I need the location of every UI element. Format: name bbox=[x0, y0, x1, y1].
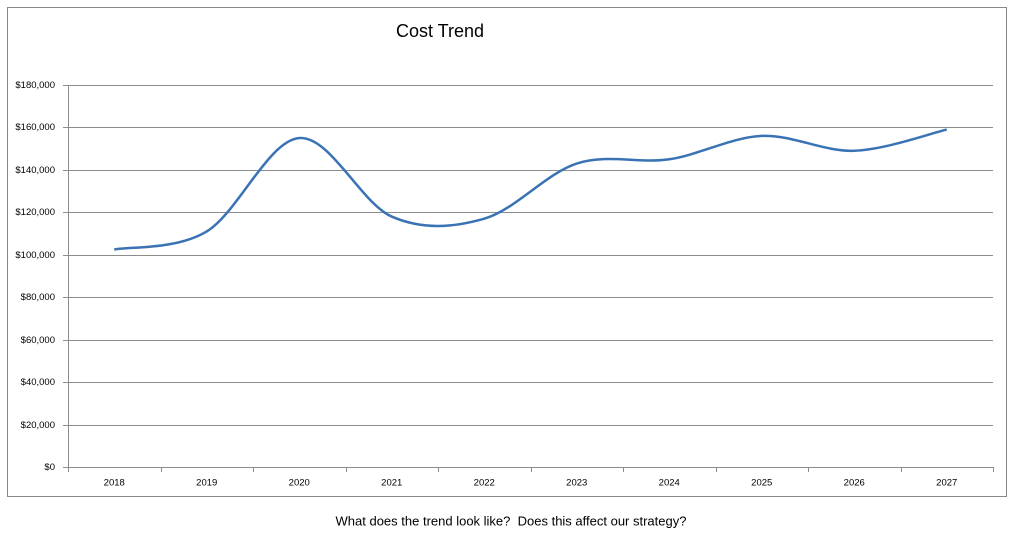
x-tick-label: 2025 bbox=[751, 478, 772, 489]
x-tick-label: 2019 bbox=[196, 478, 217, 489]
x-tick-label: 2026 bbox=[844, 478, 865, 489]
line-series bbox=[114, 128, 948, 251]
x-tick-label: 2023 bbox=[566, 478, 587, 489]
caption: What does the trend look like? Does this… bbox=[336, 513, 687, 528]
chart-border bbox=[7, 7, 1007, 497]
y-tick-label: $0 bbox=[44, 462, 55, 473]
y-tick-label: $160,000 bbox=[15, 122, 55, 133]
y-tick-label: $120,000 bbox=[15, 207, 55, 218]
x-tick-label: 2021 bbox=[381, 478, 402, 489]
x-tick-label: 2024 bbox=[659, 478, 680, 489]
y-tick-label: $40,000 bbox=[21, 377, 55, 388]
y-tick-label: $20,000 bbox=[21, 420, 55, 431]
y-tick-label: $80,000 bbox=[21, 292, 55, 303]
x-tick-label: 2027 bbox=[936, 478, 957, 489]
x-tick-label: 2022 bbox=[474, 478, 495, 489]
x-tick-label: 2020 bbox=[289, 478, 310, 489]
y-tick-label: $100,000 bbox=[15, 250, 55, 261]
y-tick-label: $180,000 bbox=[15, 80, 55, 91]
y-tick-label: $60,000 bbox=[21, 335, 55, 346]
chart-title: Cost Trend bbox=[396, 21, 484, 41]
x-tick-label: 2018 bbox=[104, 478, 125, 489]
y-tick-label: $140,000 bbox=[15, 165, 55, 176]
